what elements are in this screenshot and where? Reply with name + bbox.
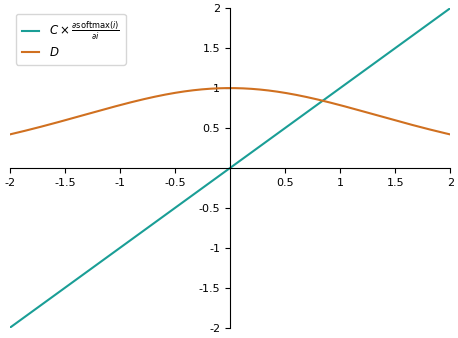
- $D$: [7, 132, 12, 137]
- $D$: [435, 129, 440, 134]
- $C \times \frac{\partial \mathrm{softmax}(i)}{\partial i}$: [221, 170, 227, 174]
- $D$: [29, 127, 35, 131]
- $C \times \frac{\partial \mathrm{softmax}(i)}{\partial i}$: [447, 6, 453, 10]
- $C \times \frac{\partial \mathrm{softmax}(i)}{\partial i}$: [435, 16, 440, 20]
- Line: $D$: $D$: [10, 88, 450, 135]
- Legend: $C \times \frac{\partial \mathrm{softmax}(i)}{\partial i}$, $D$: $C \times \frac{\partial \mathrm{softmax…: [16, 14, 125, 65]
- $C \times \frac{\partial \mathrm{softmax}(i)}{\partial i}$: [29, 310, 35, 314]
- Line: $C \times \frac{\partial \mathrm{softmax}(i)}{\partial i}$: $C \times \frac{\partial \mathrm{softmax…: [10, 8, 450, 328]
- $C \times \frac{\partial \mathrm{softmax}(i)}{\partial i}$: [435, 16, 440, 20]
- $D$: [209, 87, 215, 91]
- $D$: [354, 107, 360, 112]
- $C \times \frac{\partial \mathrm{softmax}(i)}{\partial i}$: [209, 179, 215, 183]
- $D$: [447, 132, 453, 137]
- $C \times \frac{\partial \mathrm{softmax}(i)}{\partial i}$: [354, 74, 360, 78]
- $D$: [221, 86, 227, 90]
- $D$: [435, 129, 441, 134]
- $C \times \frac{\partial \mathrm{softmax}(i)}{\partial i}$: [7, 326, 12, 330]
- $D$: [227, 86, 233, 90]
